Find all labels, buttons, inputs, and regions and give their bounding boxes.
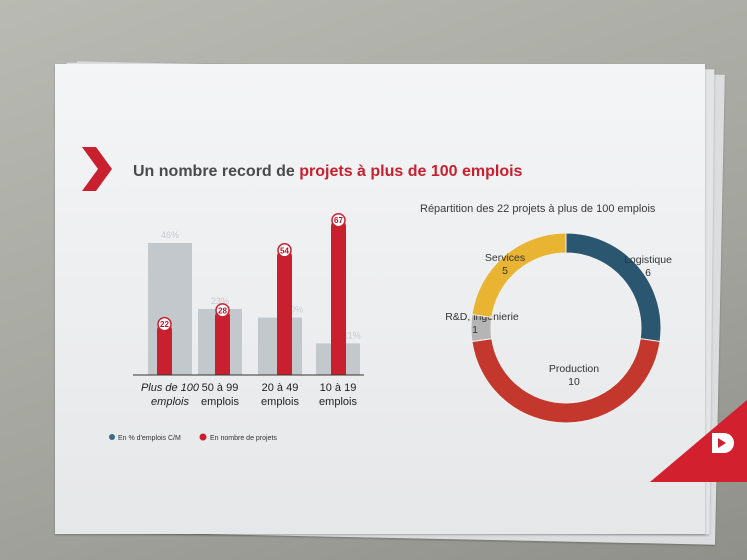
category-label: emplois xyxy=(151,396,189,408)
bar-pct-label: 23% xyxy=(211,296,229,306)
bar-projects-body xyxy=(215,318,230,375)
donut-slice xyxy=(471,232,567,318)
bar-projects-badge xyxy=(331,212,346,228)
bar-pct-label: 20% xyxy=(285,305,303,315)
brand-logo-icon xyxy=(712,433,734,453)
bar-projects-badge xyxy=(215,303,230,318)
chevron-logo-icon xyxy=(82,147,112,191)
donut-slice-label: R&D, ingénierie xyxy=(445,311,519,323)
bar-projects-badge xyxy=(157,316,172,332)
donut-slice-value: 1 xyxy=(472,324,478,336)
category-label: Plus de 100 xyxy=(141,382,200,394)
legend-label-projects: En nombre de projets xyxy=(210,435,277,442)
donut-slice xyxy=(471,338,661,424)
bar-projects-label: 54 xyxy=(280,246,289,255)
category-label: 10 à 19 xyxy=(320,382,357,394)
bar-legend: En % d'emplois C/M En nombre de projets xyxy=(109,433,277,442)
legend-swatch-pct xyxy=(109,434,115,440)
bar-projects-badge xyxy=(277,243,292,258)
category-label: 50 à 99 xyxy=(202,382,239,394)
donut-title: Répartition des 22 projets à plus de 100… xyxy=(420,203,656,215)
bar-pct-label: 46% xyxy=(161,230,179,240)
donut-slice xyxy=(565,232,662,343)
category-label: 20 à 49 xyxy=(262,382,299,394)
category-label: emplois xyxy=(319,396,357,408)
donut-slice-label: Logistique xyxy=(624,254,672,266)
donut-slice-label: Services xyxy=(485,252,525,264)
category-label: emplois xyxy=(201,396,239,408)
bar-projects-body xyxy=(331,228,346,375)
donut-slice-label: Production xyxy=(549,363,599,375)
bar-projects-label: 22 xyxy=(160,320,169,329)
category-label: emplois xyxy=(261,396,299,408)
donut-slice-value: 10 xyxy=(568,376,580,388)
legend-swatch-projects xyxy=(199,433,207,441)
bar-projects-label: 28 xyxy=(218,306,227,315)
bar-projects-label: 67 xyxy=(334,216,343,225)
slide-title: Un nombre record de projets à plus de 10… xyxy=(133,163,523,180)
donut-slice-value: 5 xyxy=(502,265,508,277)
bar-pct-label: 11% xyxy=(343,330,360,340)
bar-projects-body xyxy=(157,332,172,375)
donut-slice-value: 6 xyxy=(645,267,651,279)
corner-red-triangle xyxy=(650,400,747,482)
legend-label-pct: En % d'emplois C/M xyxy=(118,435,181,442)
bar-projects-body xyxy=(277,258,292,375)
